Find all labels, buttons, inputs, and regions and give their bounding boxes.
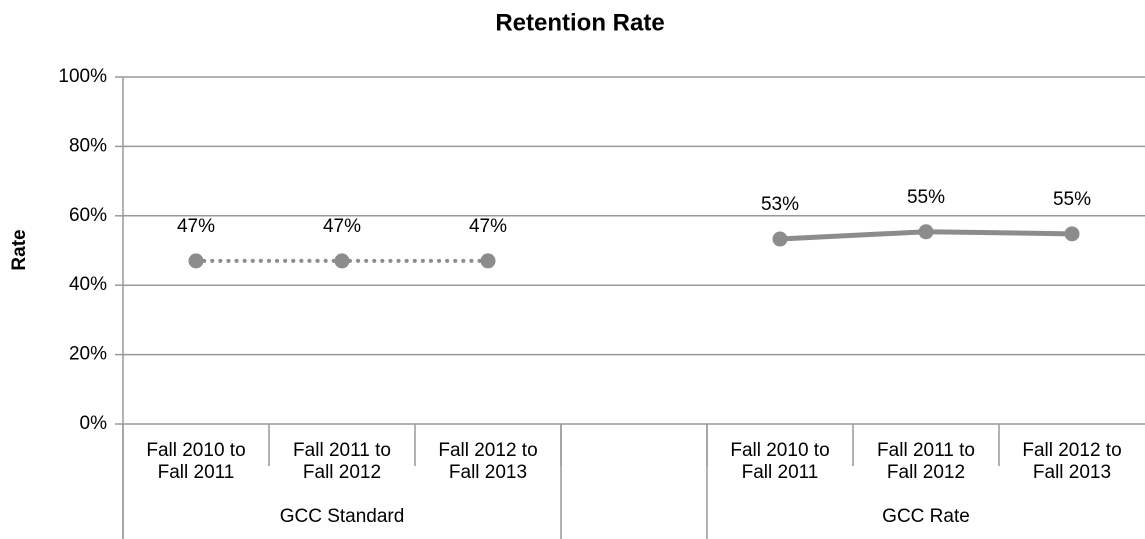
x-tick-label: Fall 2010 to Fall 2011 [730, 440, 830, 483]
y-axis-label: Rate [9, 229, 30, 270]
x-tick-label: Fall 2011 to Fall 2012 [293, 440, 391, 483]
y-tick-label: 20% [69, 344, 107, 365]
data-point [480, 253, 496, 269]
data-point [772, 231, 788, 247]
data-point [918, 224, 934, 240]
data-point [334, 253, 350, 269]
y-tick-label: 0% [80, 413, 108, 434]
data-label: 47% [469, 216, 507, 237]
data-point [1064, 226, 1080, 242]
x-tick-label: Fall 2012 to Fall 2013 [1022, 440, 1122, 483]
y-tick-label: 40% [69, 274, 107, 295]
chart-title: Retention Rate [495, 9, 664, 36]
data-label: 53% [761, 194, 799, 215]
data-label: 55% [1053, 189, 1091, 210]
y-tick-label: 100% [58, 66, 107, 87]
x-tick-label: Fall 2012 to Fall 2013 [438, 440, 538, 483]
data-label: 47% [323, 216, 361, 237]
group-label: GCC Rate [882, 506, 970, 527]
y-tick-label: 60% [69, 205, 107, 226]
data-label: 47% [177, 216, 215, 237]
x-tick-label: Fall 2011 to Fall 2012 [877, 440, 975, 483]
x-tick-label: Fall 2010 to Fall 2011 [146, 440, 246, 483]
group-label: GCC Standard [279, 506, 405, 527]
data-label: 55% [907, 187, 945, 208]
data-point [188, 253, 204, 269]
y-tick-label: 80% [69, 135, 107, 156]
